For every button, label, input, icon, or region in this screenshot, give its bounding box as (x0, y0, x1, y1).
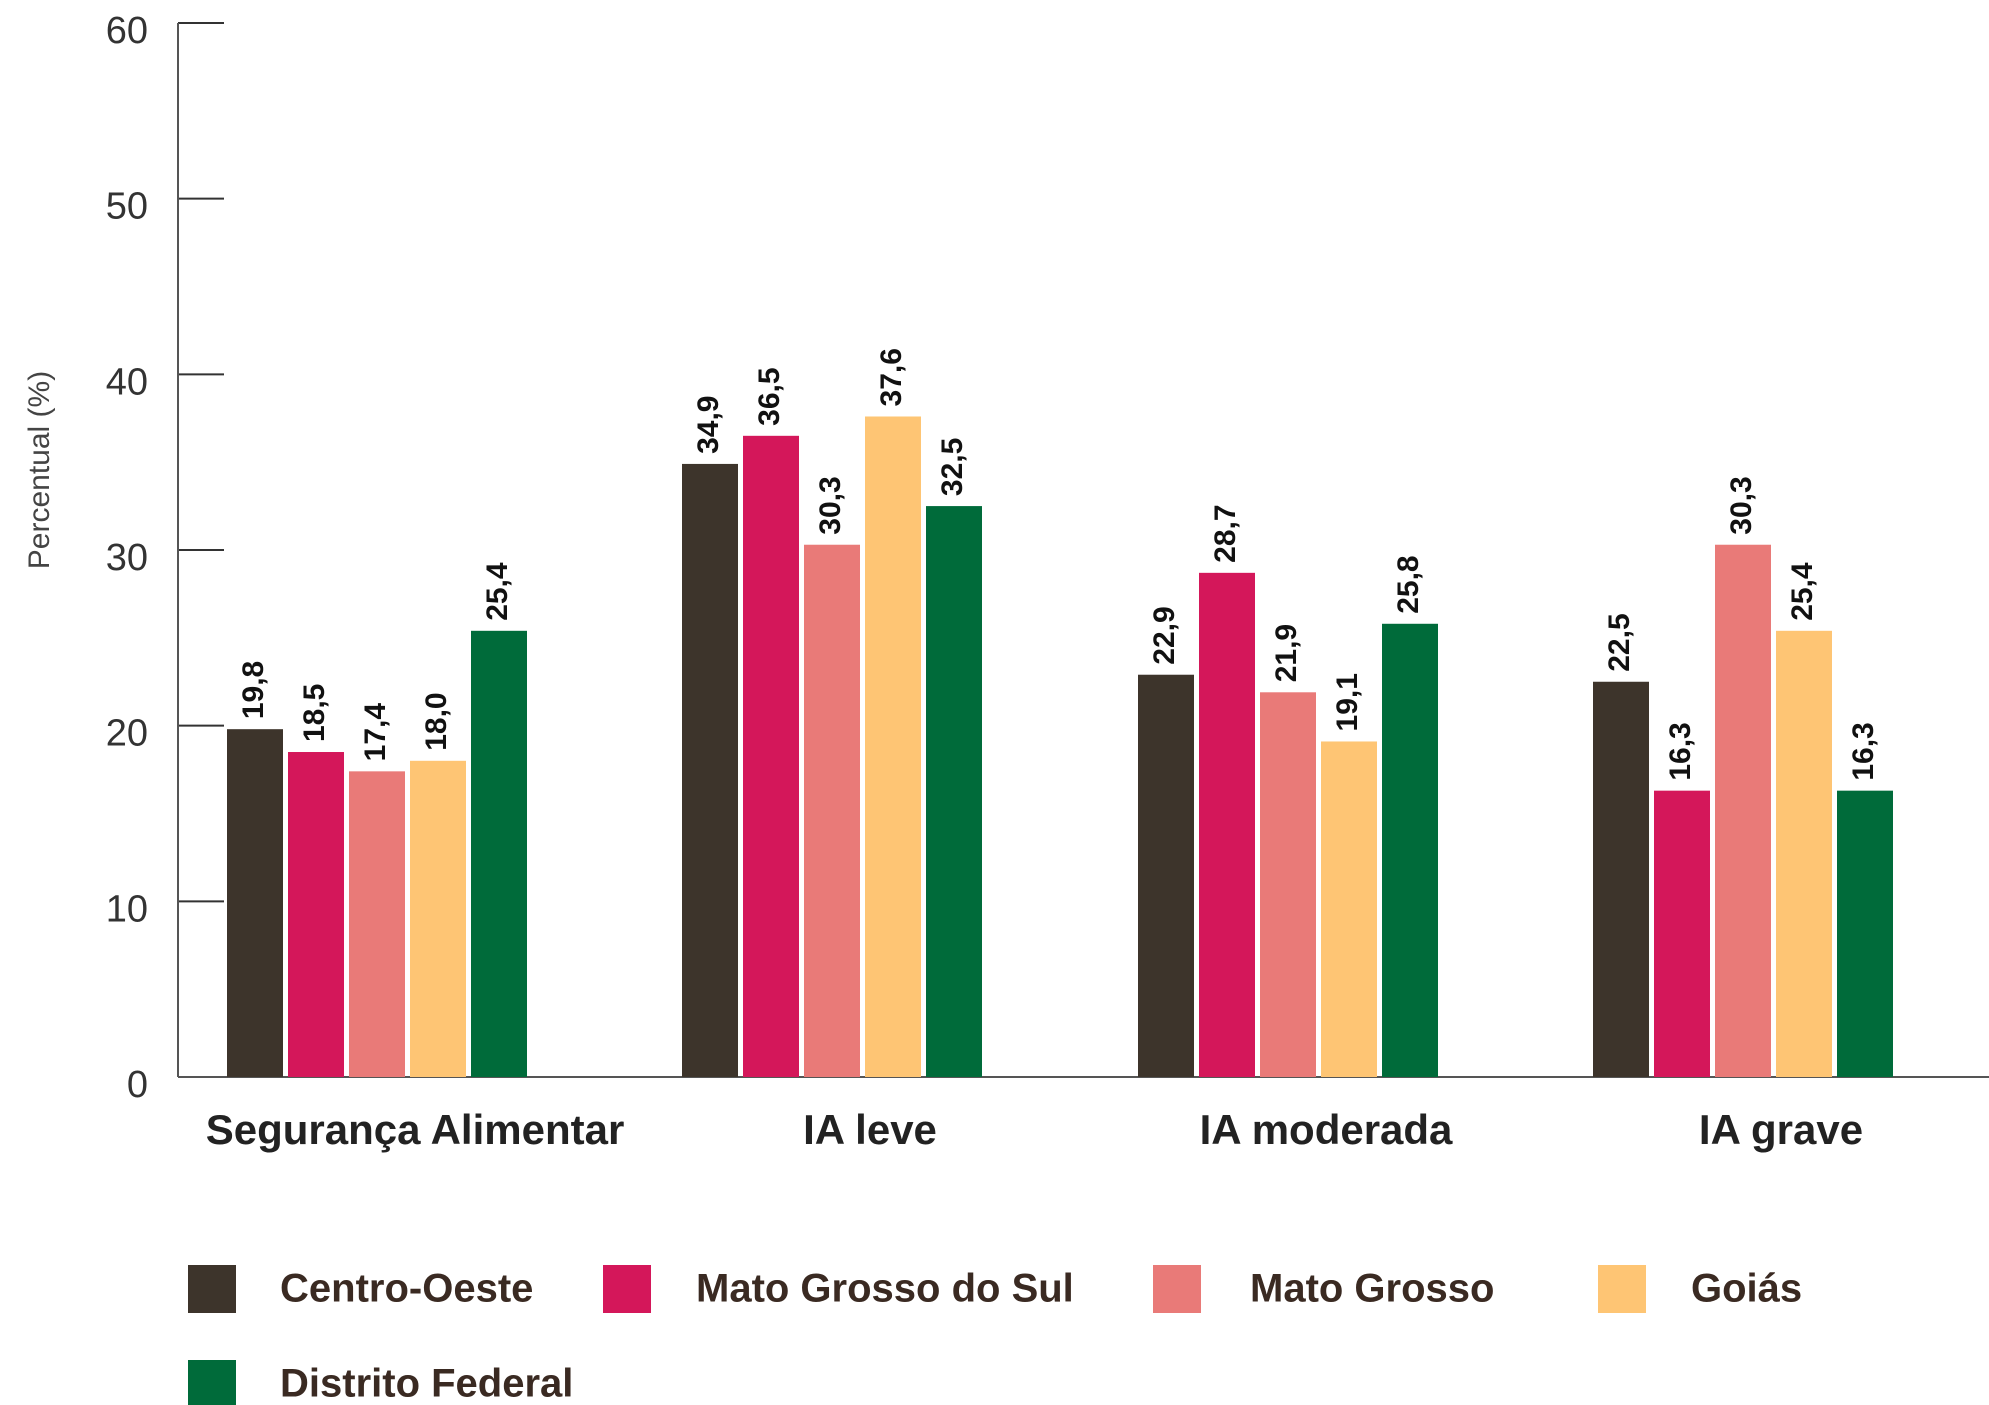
legend-label: Mato Grosso do Sul (696, 1267, 1074, 1311)
legend-swatch (188, 1265, 236, 1313)
x-tick-label: IA grave (1699, 1106, 1863, 1153)
legend-label: Centro-Oeste (280, 1267, 533, 1311)
legend-label: Goiás (1691, 1267, 1802, 1311)
bar (227, 729, 283, 1077)
data-label: 22,9 (1148, 606, 1181, 664)
data-label: 28,7 (1209, 504, 1242, 562)
y-tick-label: 20 (106, 713, 148, 755)
data-label: 19,8 (237, 661, 270, 719)
legend-label: Mato Grosso (1250, 1267, 1494, 1311)
y-axis-label: Percentual (%) (23, 371, 56, 569)
bar (682, 463, 738, 1077)
data-label: 22,5 (1603, 613, 1636, 671)
bar (288, 752, 344, 1077)
data-label: 32,5 (936, 438, 969, 496)
bar (1715, 544, 1771, 1077)
y-tick-label: 30 (106, 537, 148, 579)
bar (1260, 692, 1316, 1077)
data-label: 21,9 (1270, 624, 1303, 682)
bar (1138, 674, 1194, 1077)
data-label: 18,0 (420, 692, 453, 750)
legend-swatch (188, 1360, 236, 1405)
bar (865, 416, 921, 1077)
bar (1837, 790, 1893, 1077)
x-tick-label: Segurança Alimentar (206, 1106, 625, 1153)
y-tick-label: 40 (106, 361, 148, 403)
y-tick-label: 60 (106, 10, 148, 52)
bar (1776, 630, 1832, 1077)
bar (1321, 741, 1377, 1077)
data-label: 30,3 (1725, 476, 1758, 534)
bar (743, 435, 799, 1078)
data-label: 18,5 (298, 684, 331, 742)
data-label: 25,4 (1786, 562, 1819, 621)
data-label: 36,5 (753, 367, 786, 425)
y-tick-label: 10 (106, 888, 148, 930)
y-tick-label: 50 (106, 186, 148, 228)
data-label: 34,9 (692, 396, 725, 454)
bar (804, 544, 860, 1077)
data-label: 16,3 (1847, 722, 1880, 780)
bar (471, 630, 527, 1077)
data-label: 19,1 (1331, 673, 1364, 731)
data-label: 30,3 (814, 476, 847, 534)
y-tick-label: 0 (127, 1064, 148, 1106)
data-label: 25,8 (1392, 555, 1425, 613)
data-label: 25,4 (481, 562, 514, 621)
bar (1382, 623, 1438, 1077)
legend-swatch (1598, 1265, 1646, 1313)
data-label: 16,3 (1664, 722, 1697, 780)
legend-label: Distrito Federal (280, 1362, 573, 1405)
bar (1199, 572, 1255, 1077)
bar (349, 771, 405, 1077)
legend-swatch (1153, 1265, 1201, 1313)
x-tick-label: IA moderada (1200, 1106, 1453, 1153)
data-label: 37,6 (875, 348, 908, 406)
data-label: 17,4 (359, 703, 392, 762)
bar (1654, 790, 1710, 1077)
bar (410, 760, 466, 1077)
bar (926, 506, 982, 1077)
bar (1593, 681, 1649, 1077)
legend-swatch (603, 1265, 651, 1313)
x-tick-label: IA leve (803, 1106, 937, 1153)
